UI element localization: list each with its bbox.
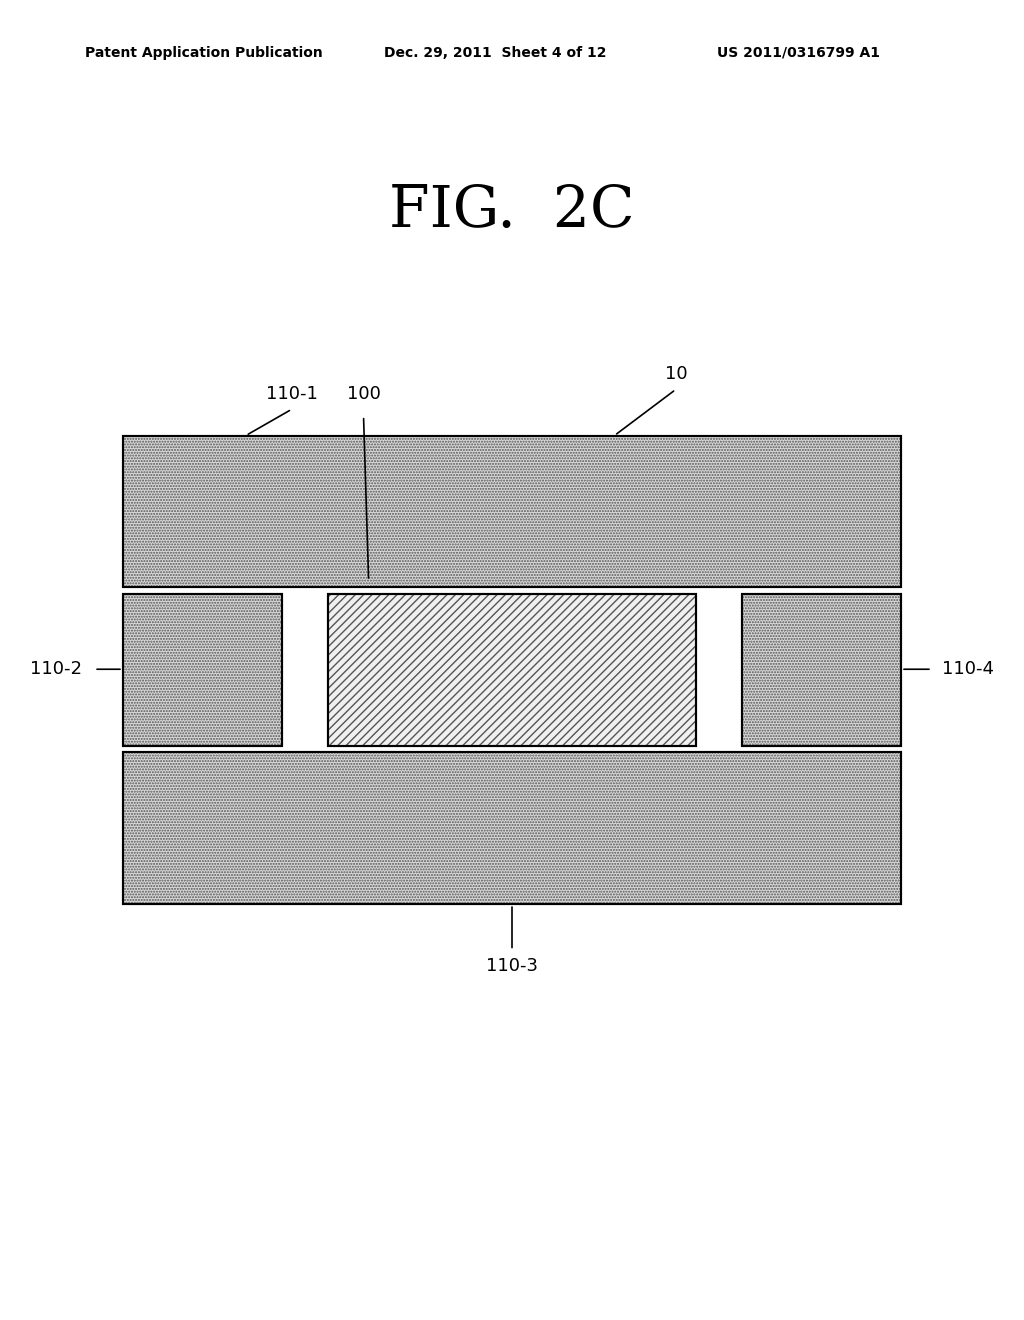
Text: Dec. 29, 2011  Sheet 4 of 12: Dec. 29, 2011 Sheet 4 of 12 — [384, 46, 606, 59]
Text: 100: 100 — [346, 384, 381, 403]
Text: US 2011/0316799 A1: US 2011/0316799 A1 — [717, 46, 880, 59]
FancyBboxPatch shape — [328, 594, 696, 746]
Text: Patent Application Publication: Patent Application Publication — [85, 46, 323, 59]
Text: 10: 10 — [665, 364, 687, 383]
Text: 110-2: 110-2 — [30, 660, 82, 678]
Text: 110-3: 110-3 — [486, 957, 538, 975]
Text: 110-1: 110-1 — [266, 384, 317, 403]
FancyBboxPatch shape — [123, 436, 901, 587]
FancyBboxPatch shape — [123, 752, 901, 904]
Text: FIG.  2C: FIG. 2C — [389, 183, 635, 239]
FancyBboxPatch shape — [123, 594, 282, 746]
Text: 110-4: 110-4 — [942, 660, 994, 678]
FancyBboxPatch shape — [742, 594, 901, 746]
